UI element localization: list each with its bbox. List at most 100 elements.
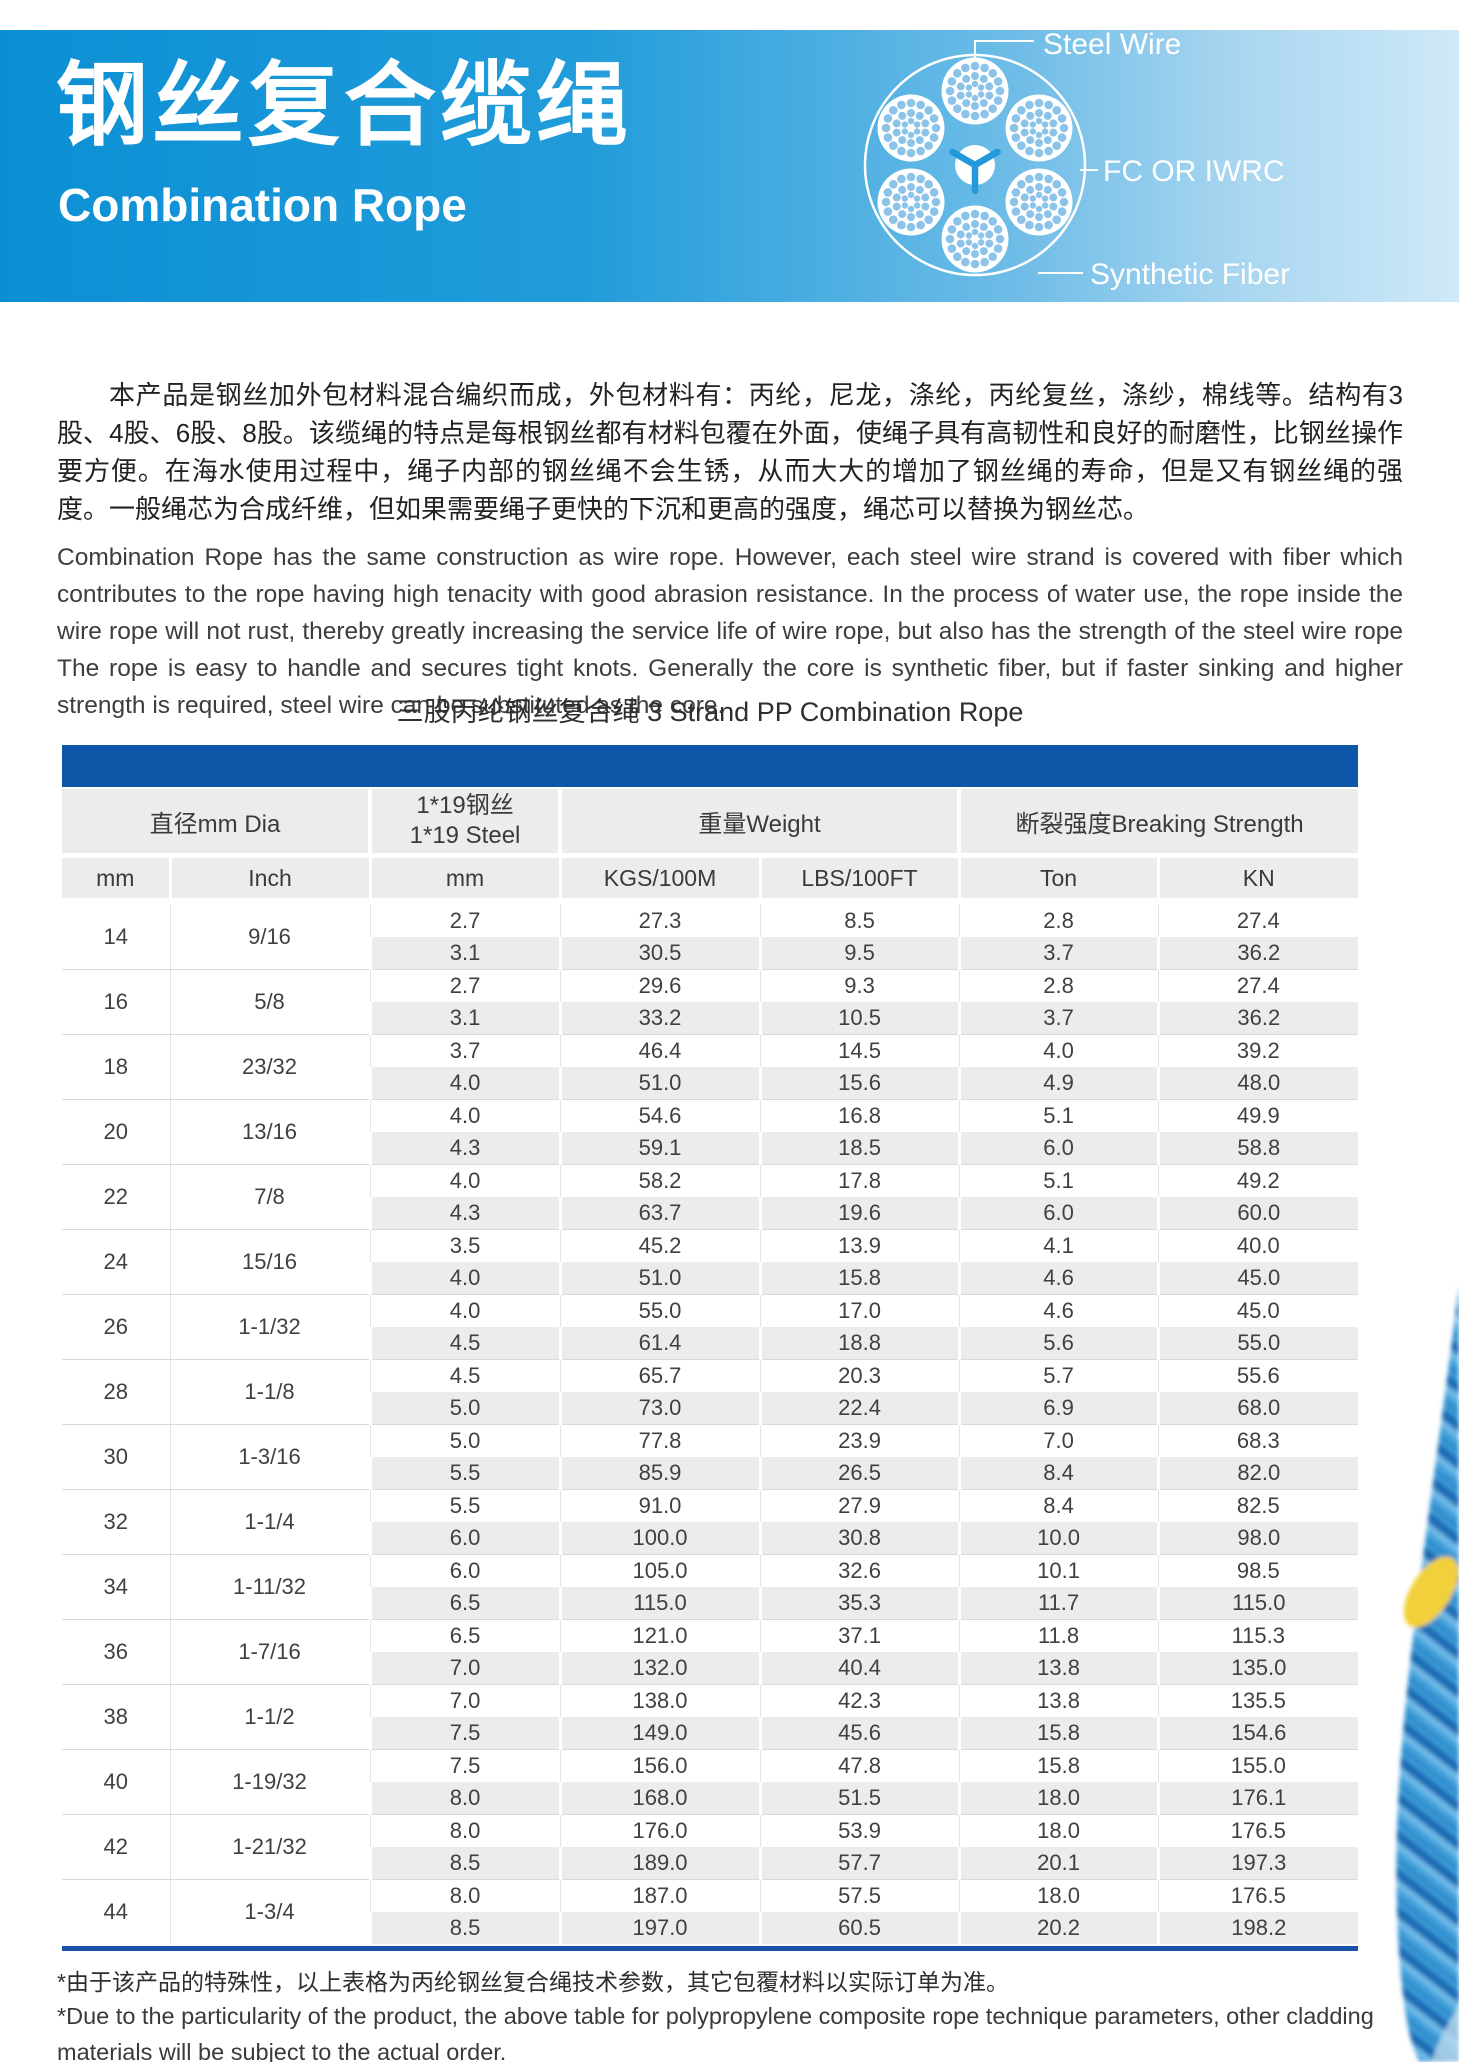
leader-line-steel-wire-v [974,40,976,60]
cell-lbs: 57.7 [758,1847,960,1880]
cell-steel-mm: 6.0 [369,1554,561,1587]
cell-ton: 11.8 [958,1619,1159,1652]
cell-kn: 176.1 [1156,1782,1359,1815]
cell-steel-mm: 4.0 [368,1262,561,1295]
table-row: 4.3 63.7 19.6 6.0 60.0 [62,1197,1359,1230]
cell-kn: 176.5 [1157,1814,1359,1847]
cell-steel-mm: 8.5 [368,1912,561,1944]
cell-kgs: 59.1 [558,1132,761,1165]
cell-kn: 49.9 [1157,1099,1359,1132]
cell-diameter-inch: 1-21/32 [169,1814,371,1880]
cell-steel-mm: 4.0 [368,1067,561,1100]
cell-diameter-mm: 32 [62,1489,170,1555]
cell-kgs: 156.0 [559,1749,761,1782]
cell-steel-mm: 4.5 [369,1359,561,1392]
cell-diameter-inch: 23/32 [169,1034,371,1100]
cell-ton: 6.0 [957,1132,1159,1165]
cell-kn: 45.0 [1157,1294,1359,1327]
steel-strand [877,168,945,236]
cell-kn: 197.3 [1156,1847,1359,1880]
cell-lbs: 16.8 [759,1099,960,1132]
cell-ton: 7.0 [958,1424,1159,1457]
cell-kgs: 46.4 [559,1034,761,1067]
col-group-diameter: 直径mm Dia [62,789,371,858]
cell-steel-mm: 8.5 [368,1847,561,1880]
col-group-breaking-strength: 断裂强度Breaking Strength [957,789,1359,858]
col-group-steel-line1: 1*19钢丝 [416,792,514,819]
cell-ton: 4.6 [958,1294,1159,1327]
page-title-chinese: 钢丝复合缆绳 [56,55,633,157]
table-subheader-row: mm Inch mm KGS/100M LBS/100FT Ton KN [62,855,1359,905]
table-header-bar [62,745,1358,787]
label-steel-wire: Steel Wire [1043,28,1182,61]
cell-steel-mm: 6.0 [368,1522,561,1555]
table-row: 34 1-11/32 6.0 105.0 32.6 10.1 98.5 [62,1554,1359,1620]
table-row: 26 1-1/32 4.0 55.0 17.0 4.6 45.0 [62,1294,1359,1360]
footnote-chinese: *由于该产品的特殊性，以上表格为丙纶钢丝复合绳技术参数，其它包覆材料以实际订单为… [57,1969,1009,1995]
cell-lbs: 40.4 [758,1652,960,1685]
steel-strand [941,205,1009,273]
cell-kgs: 115.0 [558,1587,761,1620]
cell-kn: 39.2 [1157,1034,1359,1067]
cell-steel-mm: 7.0 [368,1652,561,1685]
cell-kn: 36.2 [1156,937,1359,970]
cell-diameter-inch: 1-7/16 [169,1619,371,1685]
cell-diameter-inch: 1-19/32 [169,1749,371,1815]
cell-lbs: 32.6 [759,1554,960,1587]
cell-ton: 13.8 [957,1652,1159,1685]
cell-kgs: 168.0 [558,1782,761,1815]
cell-diameter-inch: 1-1/4 [169,1489,371,1555]
cell-kn: 68.3 [1157,1424,1359,1457]
cell-kgs: 54.6 [559,1099,761,1132]
cell-lbs: 27.9 [759,1489,960,1522]
cell-diameter-mm: 20 [62,1099,170,1165]
cell-diameter-mm: 24 [62,1229,170,1295]
cell-lbs: 9.5 [758,937,960,970]
cell-kn: 45.0 [1156,1262,1359,1295]
table-row: 8.5 197.0 60.5 20.2 198.2 [62,1912,1359,1944]
cell-steel-mm: 8.0 [369,1879,561,1912]
cell-kgs: 45.2 [559,1229,761,1262]
cell-ton: 6.0 [957,1197,1159,1230]
cell-kn: 49.2 [1157,1164,1359,1197]
table-bottom-border [62,1946,1358,1951]
cell-kgs: 77.8 [559,1424,761,1457]
table-row: 14 9/16 2.7 27.3 8.5 2.8 27.4 [62,901,1359,970]
cell-ton: 13.8 [958,1684,1159,1717]
cell-lbs: 20.3 [759,1359,960,1392]
cell-lbs: 17.0 [759,1294,960,1327]
cell-lbs: 37.1 [759,1619,960,1652]
cell-kgs: 55.0 [559,1294,761,1327]
leader-line-steel-wire-h [974,40,1034,42]
cell-ton: 4.6 [957,1262,1159,1295]
cell-ton: 4.9 [957,1067,1159,1100]
cell-steel-mm: 7.0 [369,1684,561,1717]
cell-steel-mm: 3.1 [368,1002,561,1035]
cell-kgs: 63.7 [558,1197,761,1230]
cell-steel-mm: 5.5 [369,1489,561,1522]
cell-steel-mm: 4.0 [369,1294,561,1327]
cell-steel-mm: 6.5 [368,1587,561,1620]
steel-strand [1005,168,1073,236]
cell-diameter-inch: 1-11/32 [169,1554,371,1620]
cell-kgs: 189.0 [558,1847,761,1880]
cell-ton: 20.2 [957,1912,1159,1944]
cell-steel-mm: 4.0 [369,1164,561,1197]
cell-kn: 55.6 [1157,1359,1359,1392]
intro-paragraph-chinese: 本产品是钢丝加外包材料混合编织而成，外包材料有：丙纶，尼龙，涤纶，丙纶复丝，涤纱… [57,380,1403,524]
cell-steel-mm: 7.5 [368,1717,561,1750]
cell-ton: 8.4 [957,1457,1159,1490]
cell-lbs: 42.3 [759,1684,960,1717]
table-row: 36 1-7/16 6.5 121.0 37.1 11.8 115.3 [62,1619,1359,1685]
cell-lbs: 35.3 [758,1587,960,1620]
cell-diameter-inch: 5/8 [169,969,371,1035]
cell-lbs: 13.9 [759,1229,960,1262]
cell-kn: 60.0 [1156,1197,1359,1230]
cell-diameter-inch: 1-1/2 [169,1684,371,1750]
cell-diameter-mm: 30 [62,1424,170,1490]
cell-kn: 27.4 [1157,969,1359,1002]
rope-cross-section-diagram [863,53,1087,277]
cell-kn: 135.0 [1156,1652,1359,1685]
cell-kn: 40.0 [1157,1229,1359,1262]
